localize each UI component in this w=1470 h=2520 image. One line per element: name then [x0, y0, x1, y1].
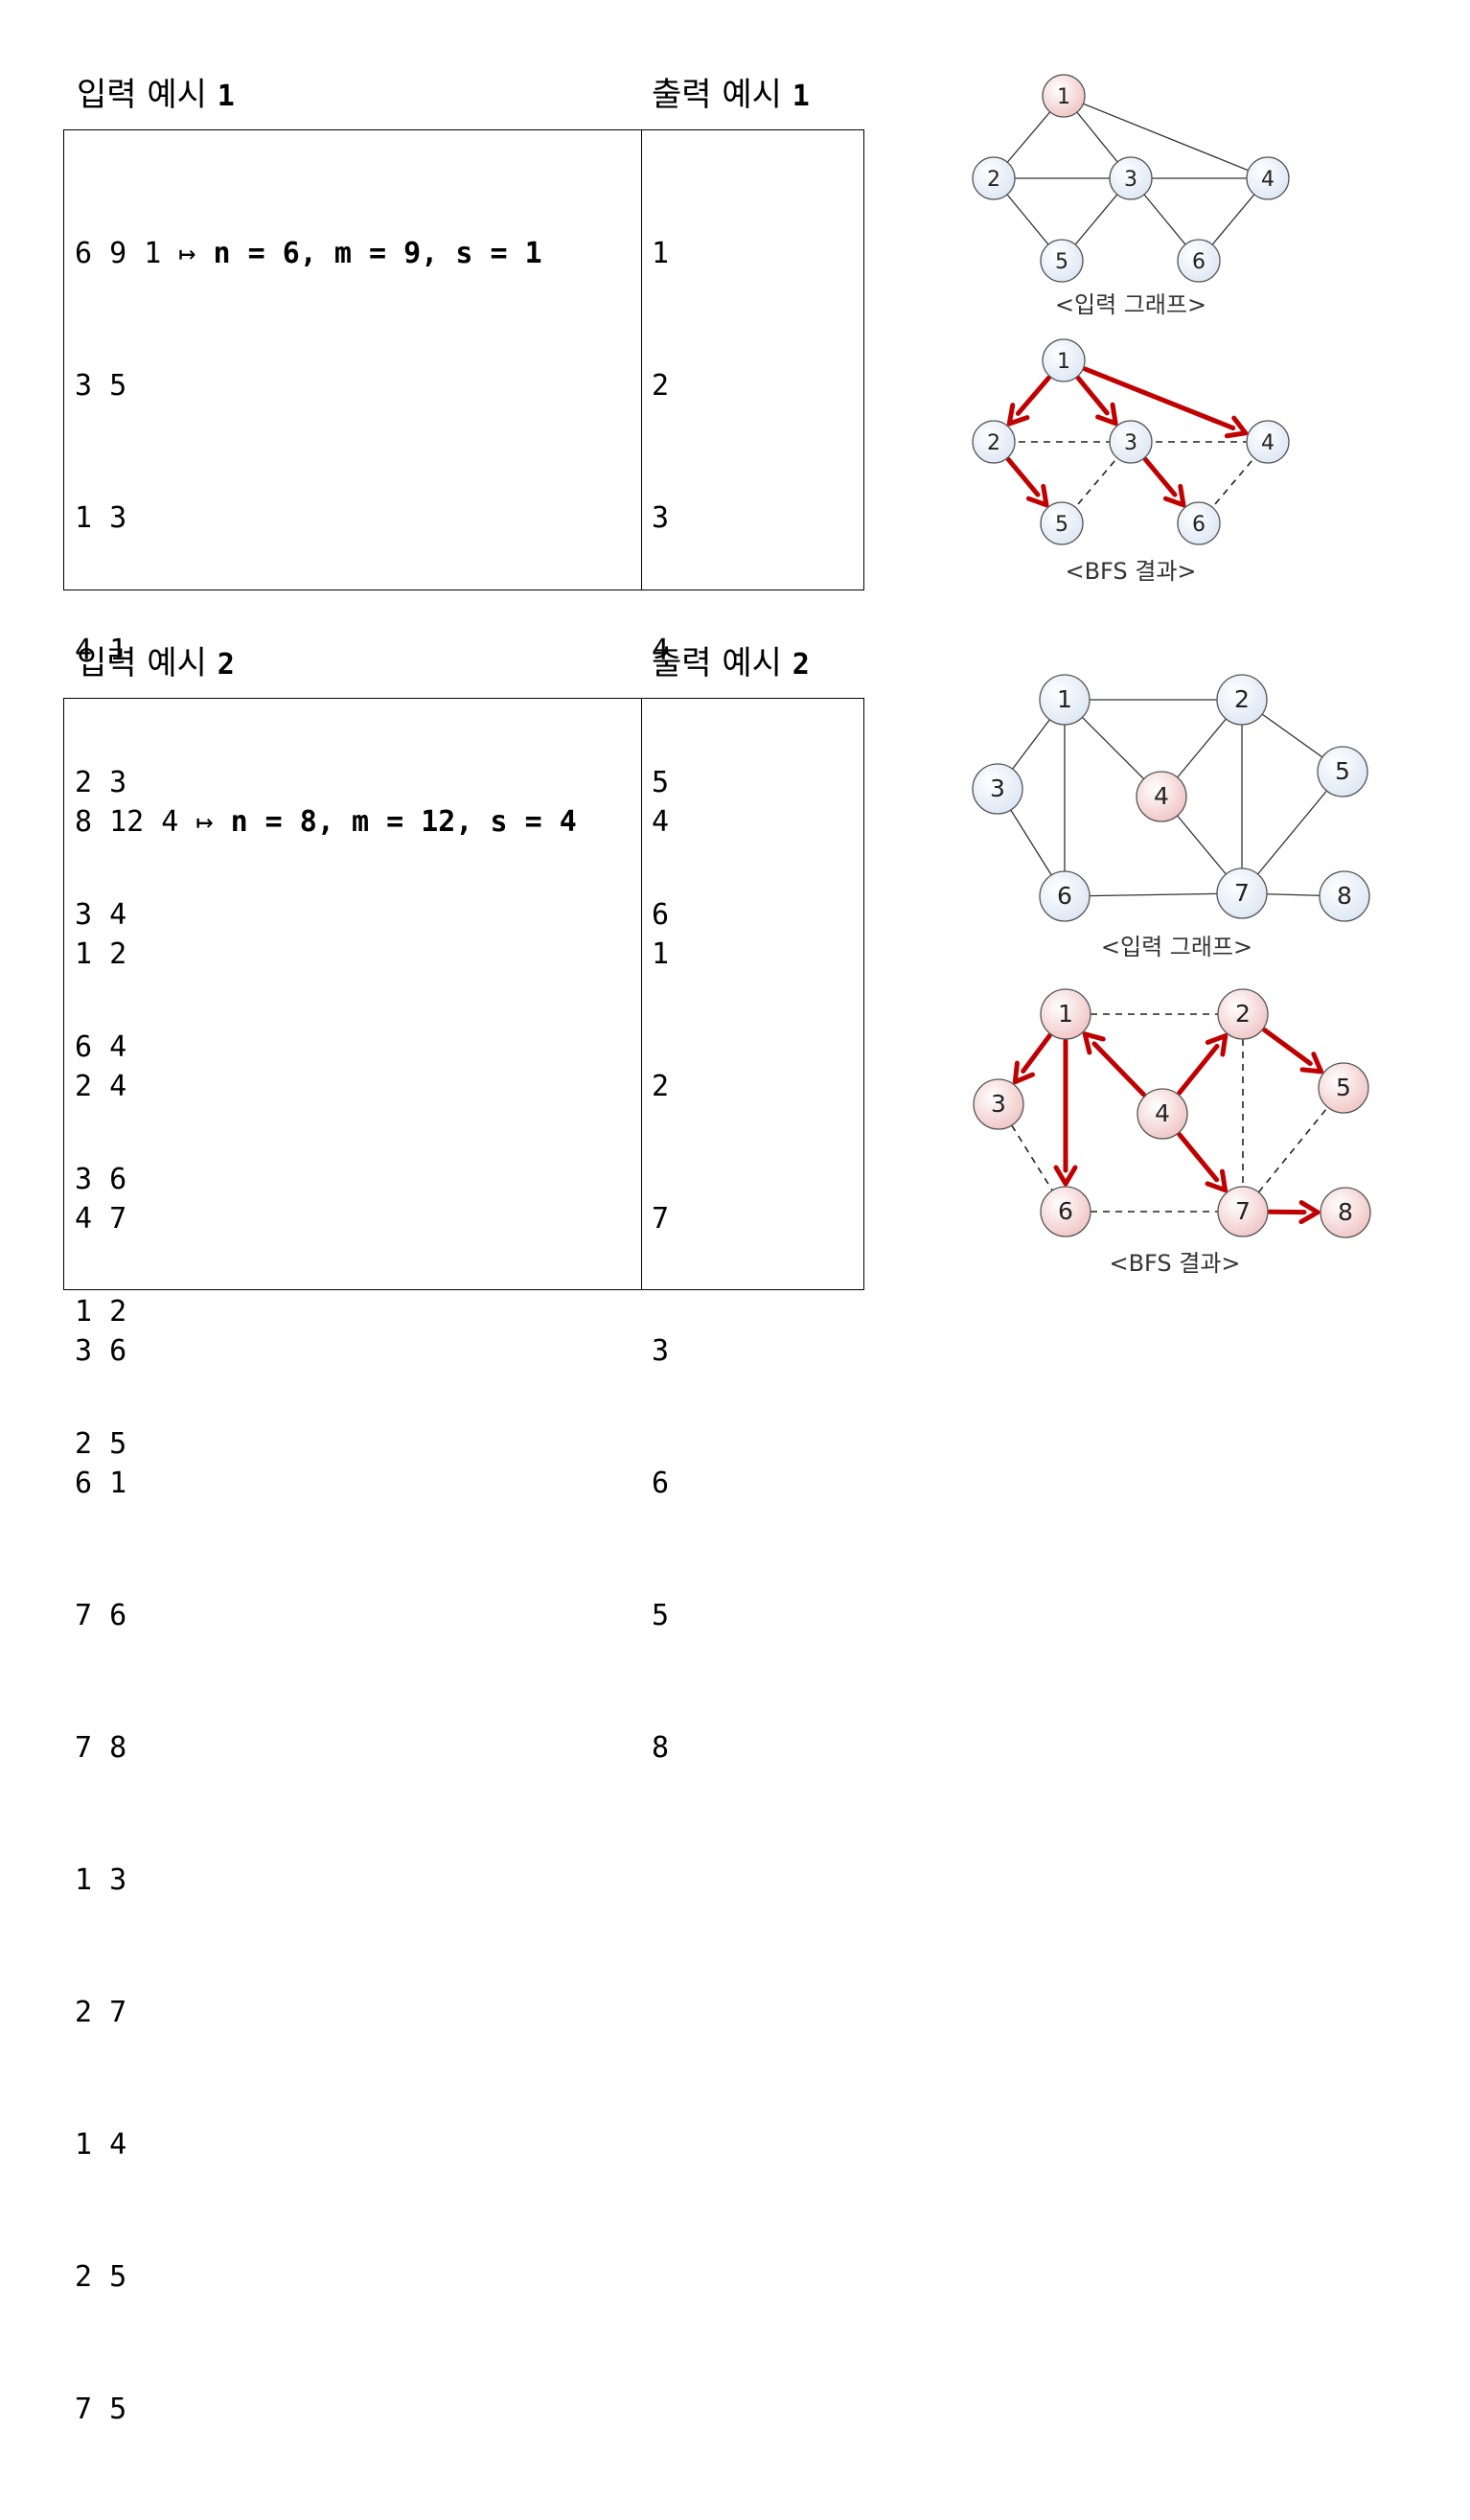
bfs-tree-arrow — [1180, 1135, 1226, 1191]
input-line: 2 5 — [75, 2255, 577, 2300]
example-2-bfs-graph: 1 2 3 4 5 6 7 8 — [0, 0, 1470, 1334]
graph-node-6: 6 — [1041, 1187, 1091, 1237]
input-line: 7 8 — [75, 1726, 577, 1770]
graph-node-1: 1 — [1041, 989, 1091, 1039]
graph-node-label: 5 — [1336, 1074, 1351, 1101]
graph-node-3: 3 — [974, 1079, 1023, 1129]
graph-node-label: 8 — [1338, 1198, 1353, 1226]
bfs-tree-arrow — [1270, 1203, 1318, 1222]
graph-node-4: 4 — [1137, 1089, 1187, 1139]
graph-node-label: 4 — [1155, 1099, 1170, 1127]
graph-node-2: 2 — [1218, 989, 1268, 1039]
bfs-tree-arrow — [1085, 1034, 1143, 1095]
graph-node-7: 7 — [1218, 1187, 1268, 1237]
graph-node-label: 7 — [1235, 1197, 1251, 1225]
graph-node-5: 5 — [1319, 1063, 1368, 1113]
input-line: 7 5 — [75, 2388, 577, 2432]
input-line: 2 7 — [75, 1991, 577, 2035]
bfs-tree-arrow — [1265, 1030, 1321, 1072]
input-line: 1 4 — [75, 2123, 577, 2167]
graph-node-8: 8 — [1321, 1188, 1370, 1237]
bfs-tree-arrow — [1056, 1041, 1075, 1184]
input-line: 1 3 — [75, 1859, 577, 1903]
bfs-tree-arrow — [1015, 1035, 1049, 1081]
output-line: 5 — [652, 1594, 721, 1638]
bfs-tree-arrow — [1180, 1036, 1226, 1094]
output-line: 3 — [652, 1329, 721, 1374]
input-line: 7 6 — [75, 1594, 577, 1638]
example-2-bfs-graph-caption: <BFS 결과> — [1079, 1244, 1271, 1278]
graph-node-label: 3 — [991, 1090, 1006, 1118]
graph-node-label: 6 — [1058, 1197, 1073, 1225]
input-line: 6 1 — [75, 1462, 577, 1506]
input-line: 3 6 — [75, 1329, 577, 1374]
graph-node-label: 2 — [1235, 1000, 1251, 1028]
output-line: 8 — [652, 1726, 721, 1770]
graph-node-label: 1 — [1058, 1000, 1073, 1028]
output-line: 6 — [652, 1462, 721, 1506]
